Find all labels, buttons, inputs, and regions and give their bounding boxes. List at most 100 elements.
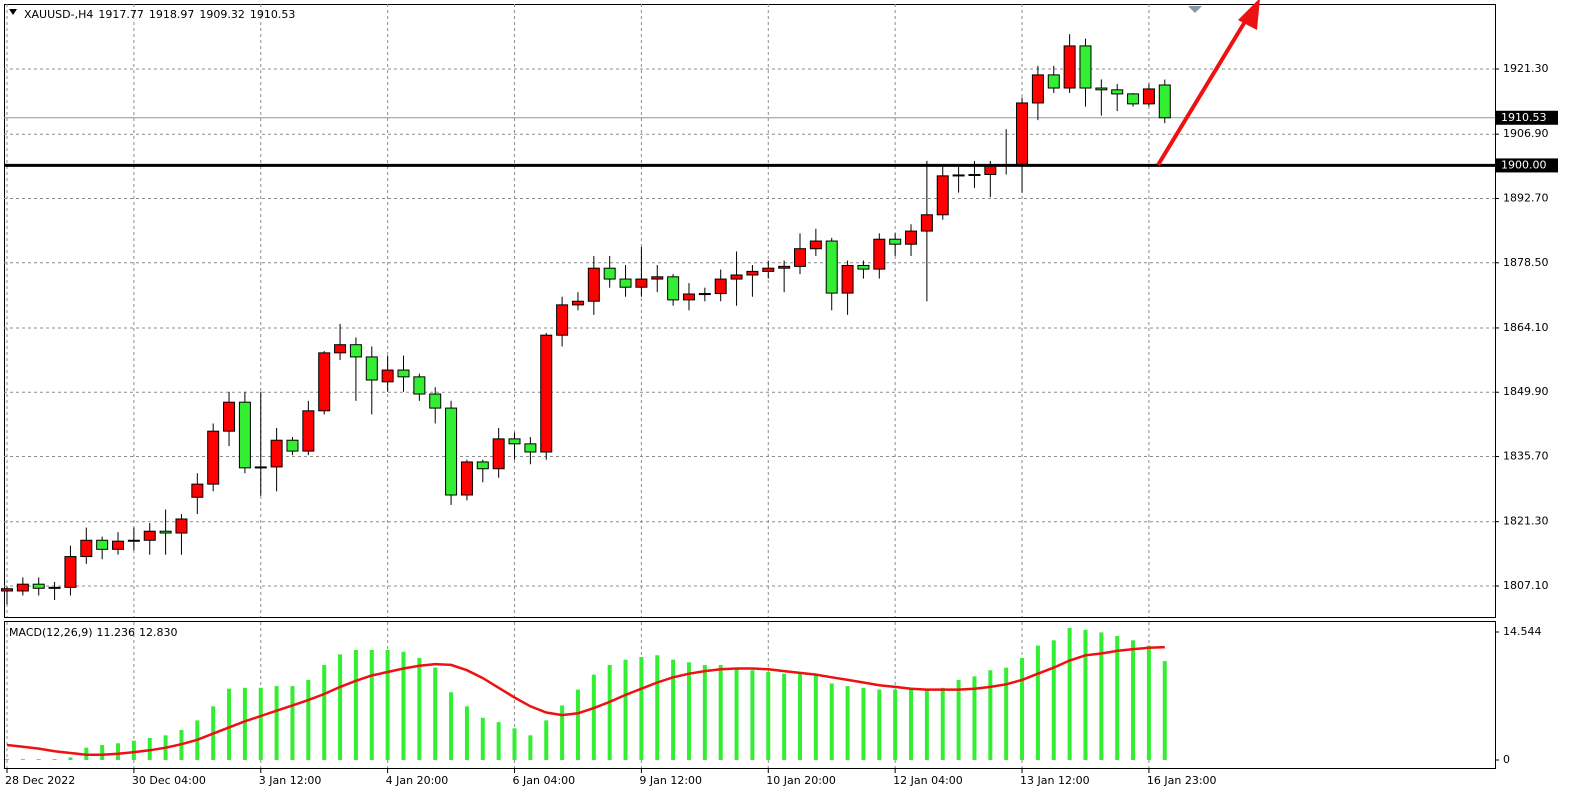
x-tick-label: 28 Dec 2022: [5, 774, 75, 787]
level-label-box: [1496, 158, 1558, 173]
x-tick-label: 6 Jan 04:00: [513, 774, 576, 787]
x-tick-label: 4 Jan 20:00: [386, 774, 449, 787]
y-tick-label: 1878.50: [1503, 256, 1549, 269]
y-tick-label: 14.544: [1503, 625, 1542, 638]
candle-body: [714, 278, 727, 295]
x-tick-label: 3 Jan 12:00: [259, 774, 322, 787]
candle-body: [492, 438, 505, 470]
macd-bar: [1067, 627, 1072, 760]
candle-body: [619, 278, 632, 288]
header-value: 1910.53: [250, 8, 296, 21]
macd-bar: [1035, 645, 1040, 760]
macd-bar: [655, 655, 660, 760]
candle-body: [984, 165, 997, 175]
macd-bar: [417, 657, 422, 760]
candle-body: [873, 238, 886, 270]
menu-icon[interactable]: [9, 9, 17, 15]
y-tick-label: 0: [1503, 753, 1510, 766]
candle-body: [286, 439, 299, 452]
candle-body: [698, 293, 711, 296]
macd-bar: [512, 728, 517, 760]
macd-bar: [702, 664, 707, 760]
macd-bar: [718, 664, 723, 760]
macd-bar: [242, 687, 247, 760]
macd-bar: [322, 664, 327, 760]
macd-bar: [560, 705, 565, 760]
candle-body: [1063, 45, 1076, 89]
macd-bar: [1146, 645, 1151, 760]
y-tick-label: 1807.10: [1503, 579, 1549, 592]
candle-body: [1127, 93, 1140, 105]
candle-body: [64, 556, 77, 588]
macd-bar: [131, 740, 136, 760]
candle-body: [1031, 74, 1044, 104]
candle-body: [96, 539, 109, 550]
candle-body: [460, 461, 473, 496]
header-value: 1918.97: [149, 8, 195, 21]
macd-bar: [607, 664, 612, 760]
macd-bar: [52, 759, 57, 760]
candle-body: [556, 304, 569, 336]
macd-bar: [544, 720, 549, 760]
candle-body: [1047, 74, 1060, 89]
candle-body: [207, 430, 220, 485]
candle-body: [413, 376, 426, 395]
macd-bar: [1020, 657, 1025, 760]
macd-bar: [338, 654, 343, 760]
shift-marker: [1188, 6, 1202, 13]
macd-bar: [734, 667, 739, 760]
macd-bar: [147, 737, 152, 760]
macd-bar: [306, 679, 311, 760]
y-tick-label: 1906.90: [1503, 127, 1549, 140]
candle-body: [587, 267, 600, 302]
macd-bar: [623, 659, 628, 760]
candle-body: [857, 264, 870, 270]
x-tick-label: 13 Jan 12:00: [1020, 774, 1090, 787]
candle-body: [238, 401, 251, 469]
candle-body: [667, 276, 680, 301]
level-label: 1900.00: [1501, 158, 1547, 171]
candle-body: [1, 588, 13, 592]
macd-bar: [1115, 635, 1120, 760]
macd-bar: [116, 743, 121, 760]
macd-bar: [401, 651, 406, 760]
y-tick-label: 1921.30: [1503, 62, 1549, 75]
candle-body: [318, 352, 331, 412]
macd-value: 12.830: [139, 626, 178, 639]
macd-bar: [274, 686, 279, 760]
macd-bar: [909, 689, 914, 760]
candle-body: [112, 540, 125, 550]
y-tick-label: 1821.30: [1503, 515, 1549, 528]
macd-bar: [496, 722, 501, 760]
candle-body: [397, 369, 410, 378]
candle-body: [762, 267, 775, 272]
macd-bar: [639, 657, 644, 760]
candle-body: [429, 393, 442, 409]
candle-body: [603, 267, 616, 280]
candle-body: [223, 401, 236, 432]
macd-bar: [924, 689, 929, 760]
macd-bar: [1131, 640, 1136, 760]
macd-bar: [369, 649, 374, 760]
macd-header: MACD(12,26,9) 11.236 12.830: [9, 626, 178, 639]
candle-body: [349, 344, 362, 358]
candle-body: [159, 530, 172, 534]
macd-bar: [480, 717, 485, 760]
candle-body: [1095, 87, 1108, 91]
candle-body: [889, 238, 902, 245]
macd-bar: [671, 659, 676, 760]
macd-value: 11.236: [97, 626, 136, 639]
candle-body: [175, 518, 188, 534]
candle-body: [16, 583, 29, 592]
arrow-head: [1238, 0, 1260, 30]
candle-body: [730, 274, 743, 280]
candle-body: [809, 240, 822, 250]
macd-bar: [972, 676, 977, 760]
candle-body: [1158, 84, 1171, 119]
candle-body: [191, 483, 204, 498]
macd-bar: [591, 674, 596, 760]
macd-bar: [956, 679, 961, 760]
header-value: XAUUSD-,H4: [24, 8, 93, 21]
candle-body: [794, 248, 806, 267]
